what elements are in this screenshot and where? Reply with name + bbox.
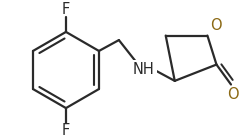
- Text: F: F: [62, 2, 70, 17]
- Text: F: F: [62, 123, 70, 138]
- Text: O: O: [210, 18, 222, 33]
- Text: NH: NH: [133, 62, 155, 78]
- Text: O: O: [227, 87, 239, 102]
